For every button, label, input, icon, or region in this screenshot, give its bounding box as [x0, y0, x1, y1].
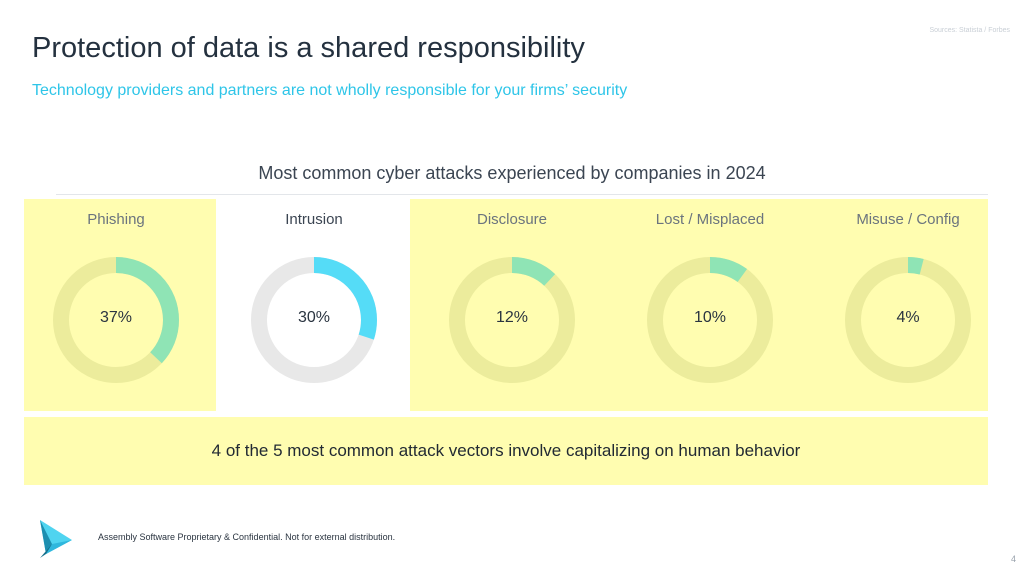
confidentiality-footer: Assembly Software Proprietary & Confiden… — [98, 532, 396, 542]
category-label: Intrusion — [285, 211, 343, 228]
donut-value-label: 10% — [693, 309, 727, 326]
donut-tile: Intrusion 30% — [214, 199, 414, 411]
category-label: Lost / Misplaced — [655, 211, 765, 228]
donut-value-arc — [845, 257, 971, 383]
donut-tile: Disclosure 12% — [412, 199, 612, 411]
donut-tile: Misuse / Config 4% — [808, 199, 1008, 411]
donut-value-label: 12% — [495, 309, 529, 326]
donut-value-arc — [53, 257, 179, 383]
category-label: Misuse / Config — [856, 211, 960, 228]
category-label: Phishing — [87, 211, 145, 228]
donut-value-arc — [251, 257, 377, 383]
callout-banner: 4 of the 5 most common attack vectors in… — [24, 417, 988, 485]
donut-value-label: 4% — [896, 309, 920, 326]
donut-chart — [647, 257, 773, 383]
category-label: Disclosure — [476, 211, 548, 228]
chart-title-divider — [56, 194, 988, 195]
donut-value-label: 37% — [99, 309, 133, 326]
donut-chart — [845, 257, 971, 383]
page-title: Protection of data is a shared responsib… — [32, 32, 585, 64]
page-number: 4 — [1010, 554, 1016, 564]
play-arrow-logo-icon — [40, 520, 72, 558]
donut-value-label: 30% — [297, 309, 331, 326]
donut-chart — [53, 257, 179, 383]
donut-value-arc — [647, 257, 773, 383]
donut-tile: Phishing 37% — [16, 199, 216, 411]
sources-note: Sources: Statista / Forbes — [929, 27, 1010, 34]
chart-title: Most common cyber attacks experienced by… — [258, 163, 766, 183]
donut-value-arc — [449, 257, 575, 383]
page-subtitle: Technology providers and partners are no… — [32, 82, 628, 99]
donut-chart — [251, 257, 377, 383]
donut-tile: Lost / Misplaced 10% — [610, 199, 810, 411]
donut-chart — [449, 257, 575, 383]
